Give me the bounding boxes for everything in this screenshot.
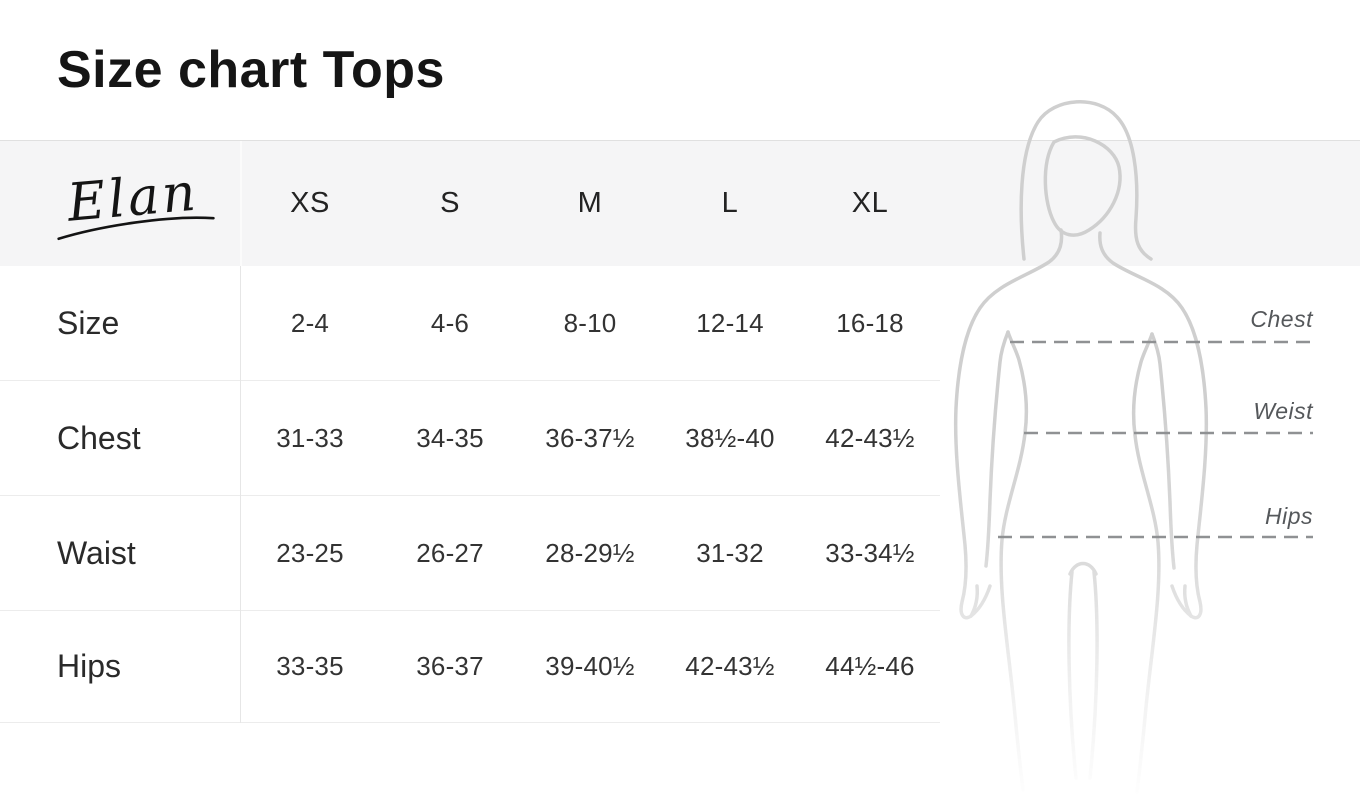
column-header-s: S — [440, 186, 460, 219]
cell-value: 33-34½ — [825, 537, 915, 568]
cell-value: 23-25 — [276, 537, 344, 568]
cell-value: 28-29½ — [545, 537, 635, 568]
page-title: Size chart Tops — [57, 41, 445, 99]
row-label: Waist — [57, 534, 136, 571]
cell-value: 36-37 — [416, 651, 484, 681]
cell-value: 33-35 — [276, 651, 344, 681]
table-row-chest: Chest 31-33 34-35 36-37½ 38½-40 42-43½ — [0, 381, 940, 496]
female-body-outline — [953, 100, 1313, 794]
table-column-divider — [240, 266, 241, 723]
cell-value: 16-18 — [836, 307, 904, 338]
weist-measure-label: Weist — [1253, 398, 1313, 424]
cell-value: 26-27 — [416, 537, 484, 568]
cell-value: 42-43½ — [825, 422, 915, 453]
cell-value: 31-32 — [696, 537, 764, 568]
table-row-hips: Hips 33-35 36-37 39-40½ 42-43½ 44½-46 — [0, 611, 940, 723]
column-header-l: L — [721, 186, 739, 219]
cell-value: 8-10 — [563, 307, 617, 338]
cell-value: 12-14 — [696, 307, 764, 338]
cell-value: 42-43½ — [685, 651, 775, 681]
table-row-size: Size 2-4 4-6 8-10 12-14 16-18 — [0, 266, 940, 381]
chest-measure-label: Chest — [1250, 306, 1313, 332]
cell-value: 36-37½ — [545, 422, 635, 453]
row-label: Hips — [57, 648, 122, 684]
size-table: Elan XS S M L XL Size 2-4 4-6 8-10 12-14… — [0, 140, 940, 723]
cell-value: 31-33 — [276, 422, 344, 453]
table-header-row: Elan XS S M L XL — [0, 140, 940, 266]
header-column-divider — [240, 141, 242, 266]
column-header-xs: XS — [290, 186, 330, 219]
column-header-xl: XL — [851, 186, 889, 219]
cell-value: 44½-46 — [825, 651, 915, 681]
row-label: Size — [57, 304, 120, 341]
cell-value: 34-35 — [416, 422, 484, 453]
cell-value: 39-40½ — [545, 651, 635, 681]
cell-value: 38½-40 — [685, 422, 775, 453]
table-row-waist: Waist 23-25 26-27 28-29½ 31-32 33-34½ — [0, 496, 940, 611]
row-label: Chest — [57, 419, 141, 456]
column-header-m: M — [577, 186, 603, 219]
brand-logo-underline — [57, 215, 215, 240]
measurement-figure-panel: Chest Weist Hips — [940, 0, 1360, 804]
cell-value: 2-4 — [290, 307, 330, 338]
hips-measure-label: Hips — [1264, 503, 1313, 529]
brand-logo: Elan — [0, 155, 240, 252]
brand-logo-signature: Elan — [57, 162, 215, 240]
cell-value: 4-6 — [430, 307, 470, 338]
